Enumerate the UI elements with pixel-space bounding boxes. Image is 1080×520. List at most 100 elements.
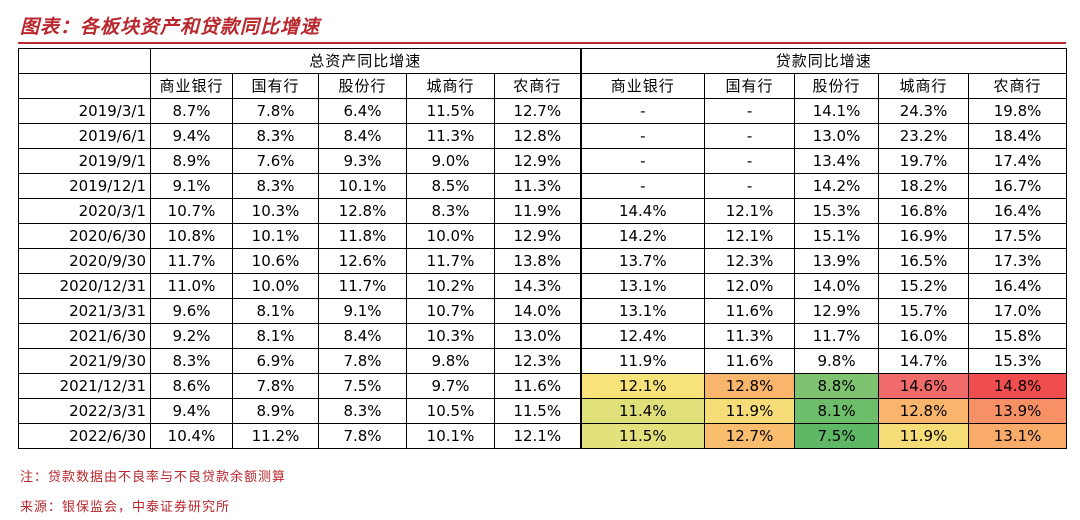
loan-growth-cell: - bbox=[704, 173, 796, 199]
loan-growth-cell: 15.3% bbox=[968, 348, 1068, 374]
loan-growth-cell: 12.1% bbox=[704, 223, 796, 249]
asset-growth-cell: 10.6% bbox=[232, 248, 319, 274]
table-row: 2022/3/31 9.4% 8.9% 8.3% 10.5% 11.5% 11.4% 11.9… bbox=[18, 398, 1068, 424]
asset-growth-cell: 10.2% bbox=[406, 273, 495, 299]
asset-growth-cell: 11.7% bbox=[406, 248, 495, 274]
loan-growth-cell: 14.4% bbox=[579, 198, 706, 224]
row-date: 2020/6/30 bbox=[18, 223, 151, 249]
asset-growth-cell: 8.5% bbox=[406, 173, 495, 199]
loan-growth-cell: 12.4% bbox=[579, 323, 706, 349]
loan-growth-cell: 9.8% bbox=[794, 348, 880, 374]
col-header: 商业银行 bbox=[579, 73, 706, 99]
asset-growth-cell: 9.2% bbox=[150, 323, 233, 349]
row-date: 2021/12/31 bbox=[18, 373, 151, 399]
table-row: 2021/9/30 8.3% 6.9% 7.8% 9.8% 12.3% 11.9% 11.6%… bbox=[18, 348, 1068, 374]
asset-growth-cell: 11.0% bbox=[150, 273, 233, 299]
loan-growth-cell: 11.6% bbox=[704, 298, 796, 324]
row-date: 2021/9/30 bbox=[18, 348, 151, 374]
loan-growth-cell: 14.6% bbox=[878, 373, 970, 399]
loan-growth-cell: 14.2% bbox=[579, 223, 706, 249]
row-date: 2020/3/1 bbox=[18, 198, 151, 224]
footnote-source: 来源：银保监会，中泰证券研究所 bbox=[20, 500, 231, 515]
table-row: 2019/3/1 8.7% 7.8% 6.4% 11.5% 12.7% - -14.1% 24.… bbox=[18, 98, 1068, 124]
row-date: 2019/12/1 bbox=[18, 173, 151, 199]
col-header: 城商行 bbox=[406, 73, 495, 99]
loan-growth-cell: 14.1% bbox=[794, 98, 880, 124]
row-date: 2019/9/1 bbox=[18, 148, 151, 174]
loan-growth-cell: 8.1% bbox=[794, 398, 880, 424]
asset-growth-cell: 7.8% bbox=[318, 423, 407, 449]
table-row: 2021/3/31 9.6% 8.1% 9.1% 10.7% 14.0% 13.1% 11.6… bbox=[18, 298, 1068, 324]
asset-growth-cell: 10.5% bbox=[406, 398, 495, 424]
asset-growth-cell: 13.0% bbox=[493, 323, 582, 349]
loan-growth-cell: 11.7% bbox=[794, 323, 880, 349]
asset-growth-cell: 9.7% bbox=[406, 373, 495, 399]
asset-growth-cell: 9.4% bbox=[150, 398, 233, 424]
asset-growth-cell: 8.3% bbox=[232, 173, 319, 199]
loan-growth-cell: 15.8% bbox=[968, 323, 1068, 349]
loan-growth-cell: - bbox=[704, 123, 796, 149]
asset-growth-cell: 8.3% bbox=[318, 398, 407, 424]
column-header-row: 商业银行 国有行 股份行 城商行 农商行 商业银行 国有行 股份行 城商行 农商… bbox=[18, 73, 1068, 99]
loan-growth-cell: 17.0% bbox=[968, 298, 1068, 324]
loan-growth-cell: 12.1% bbox=[579, 373, 706, 399]
row-date: 2019/3/1 bbox=[18, 98, 151, 124]
loan-growth-cell: 8.8% bbox=[794, 373, 880, 399]
asset-growth-cell: 14.0% bbox=[493, 298, 582, 324]
corner-cell bbox=[18, 73, 151, 99]
asset-growth-cell: 12.8% bbox=[493, 123, 582, 149]
asset-growth-cell: 11.6% bbox=[493, 373, 582, 399]
loan-growth-cell: 14.7% bbox=[878, 348, 970, 374]
loan-growth-cell: 14.2% bbox=[794, 173, 880, 199]
loan-growth-cell: 16.8% bbox=[878, 198, 970, 224]
col-header: 农商行 bbox=[968, 73, 1068, 99]
loan-growth-cell: 12.0% bbox=[704, 273, 796, 299]
loan-growth-cell: 15.7% bbox=[878, 298, 970, 324]
loan-growth-cell: 15.2% bbox=[878, 273, 970, 299]
loan-growth-cell: 14.0% bbox=[794, 273, 880, 299]
loan-growth-cell: - bbox=[579, 148, 706, 174]
asset-growth-cell: 11.5% bbox=[493, 398, 582, 424]
col-header: 城商行 bbox=[878, 73, 970, 99]
loan-growth-cell: 19.7% bbox=[878, 148, 970, 174]
row-date: 2021/3/31 bbox=[18, 298, 151, 324]
loan-growth-cell: 11.9% bbox=[878, 423, 970, 449]
table-row: 2019/6/1 9.4% 8.3% 8.4% 11.3% 12.8% - -13.0% 23.… bbox=[18, 123, 1068, 149]
asset-growth-cell: 8.9% bbox=[232, 398, 319, 424]
col-header: 农商行 bbox=[493, 73, 582, 99]
asset-growth-cell: 12.9% bbox=[493, 148, 582, 174]
loan-growth-cell: 12.8% bbox=[878, 398, 970, 424]
asset-growth-cell: 11.2% bbox=[232, 423, 319, 449]
footnote-note: 注：贷款数据由不良率与不良贷款余额测算 bbox=[20, 470, 287, 485]
table-row: 2019/12/1 9.1% 8.3% 10.1% 8.5% 11.3% - -14.2% 18… bbox=[18, 173, 1068, 199]
loan-growth-cell: 16.7% bbox=[968, 173, 1068, 199]
loan-growth-cell: 12.1% bbox=[704, 198, 796, 224]
asset-growth-cell: 8.1% bbox=[232, 298, 319, 324]
asset-growth-cell: 9.3% bbox=[318, 148, 407, 174]
figure-title: 图表：各板块资产和贷款同比增速 bbox=[20, 16, 321, 38]
asset-growth-cell: 8.9% bbox=[150, 148, 233, 174]
asset-growth-cell: 12.8% bbox=[318, 198, 407, 224]
asset-growth-cell: 10.7% bbox=[150, 198, 233, 224]
asset-growth-cell: 13.8% bbox=[493, 248, 582, 274]
asset-growth-cell: 10.7% bbox=[406, 298, 495, 324]
row-date: 2019/6/1 bbox=[18, 123, 151, 149]
loan-growth-cell: 11.9% bbox=[704, 398, 796, 424]
asset-growth-cell: 12.9% bbox=[493, 223, 582, 249]
asset-growth-cell: 6.9% bbox=[232, 348, 319, 374]
loan-growth-cell: - bbox=[579, 98, 706, 124]
asset-growth-cell: 9.8% bbox=[406, 348, 495, 374]
loan-growth-cell: - bbox=[579, 123, 706, 149]
asset-growth-cell: 8.3% bbox=[406, 198, 495, 224]
table-row: 2019/9/1 8.9% 7.6% 9.3% 9.0% 12.9% - -13.4% 19.7… bbox=[18, 148, 1068, 174]
asset-growth-cell: 9.6% bbox=[150, 298, 233, 324]
asset-growth-cell: 11.8% bbox=[318, 223, 407, 249]
asset-growth-cell: 7.5% bbox=[318, 373, 407, 399]
title-rule bbox=[18, 42, 1066, 44]
asset-growth-cell: 9.1% bbox=[150, 173, 233, 199]
loan-growth-cell: 13.4% bbox=[794, 148, 880, 174]
loan-growth-cell: 16.4% bbox=[968, 273, 1068, 299]
col-header: 国有行 bbox=[232, 73, 319, 99]
asset-growth-cell: 8.4% bbox=[318, 323, 407, 349]
asset-growth-cell: 10.0% bbox=[232, 273, 319, 299]
